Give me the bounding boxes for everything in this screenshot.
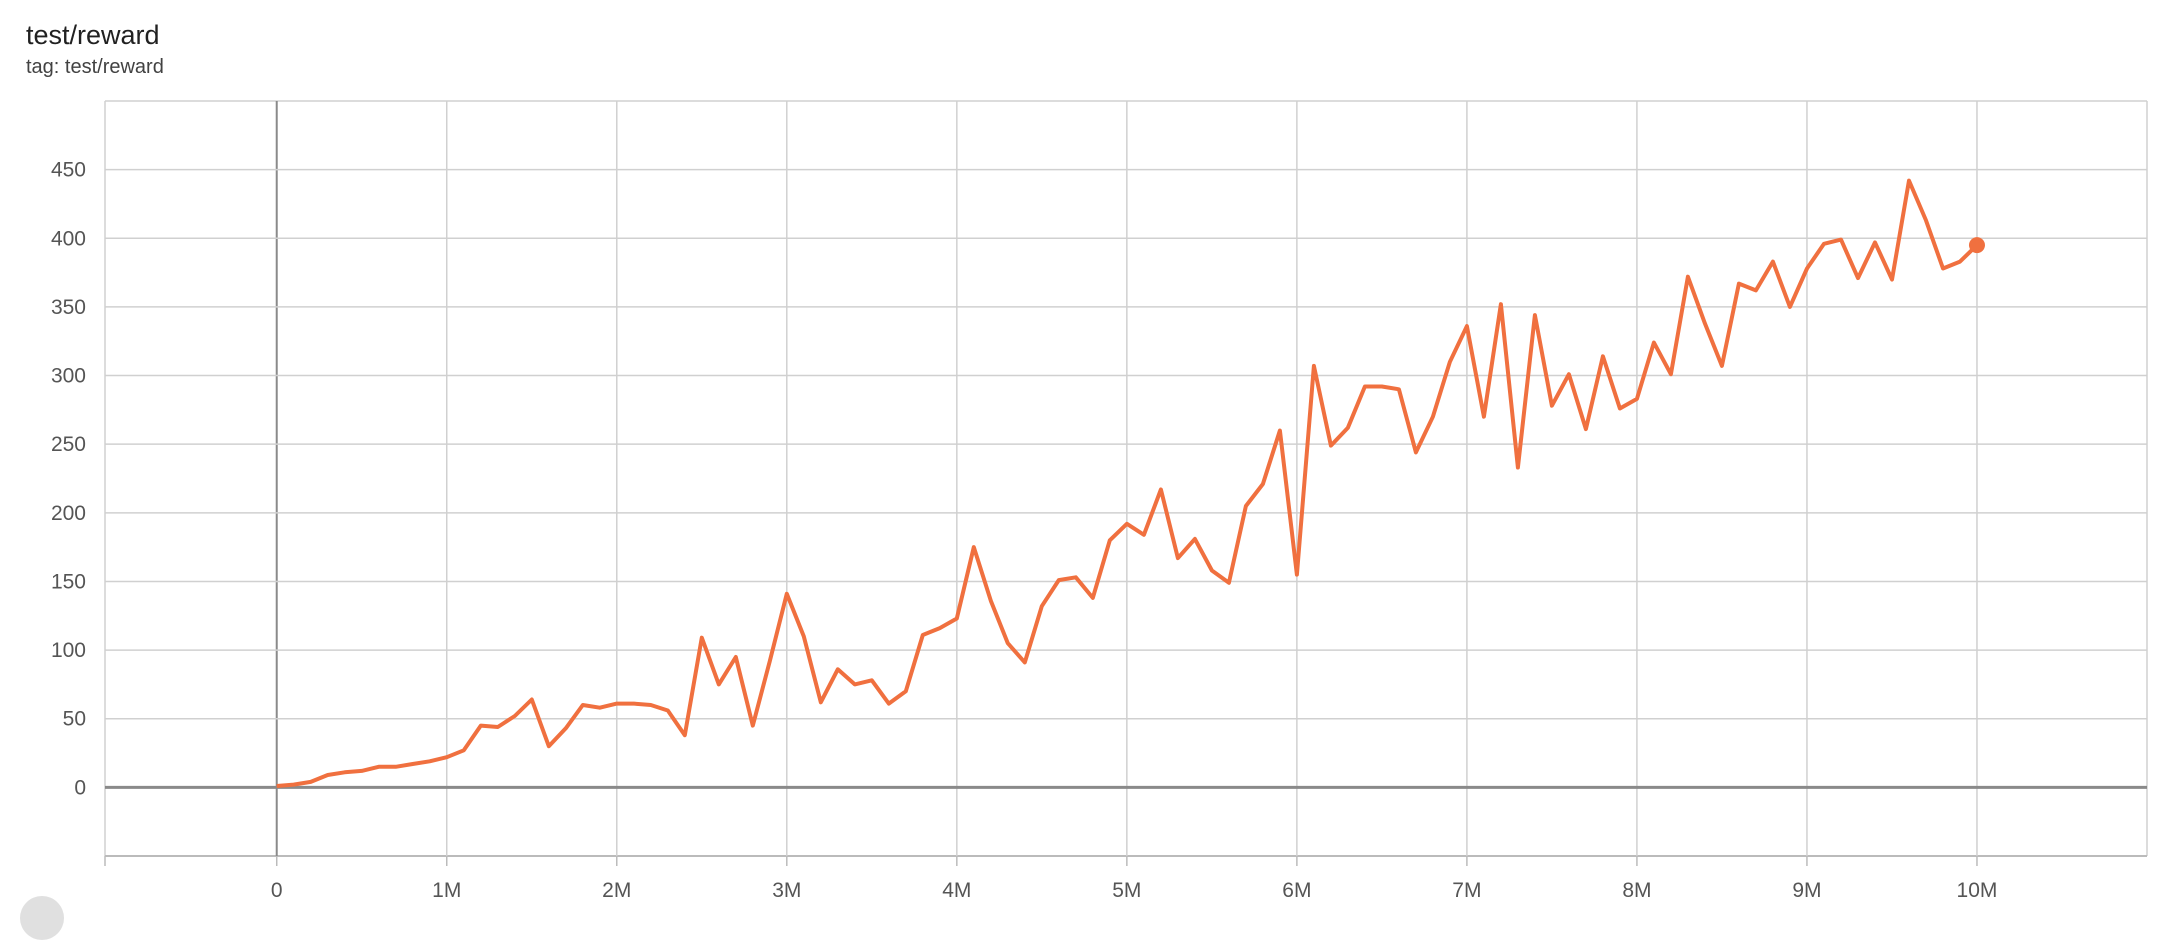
chart-tag: tag: test/reward	[26, 56, 164, 78]
x-tick-label: 1M	[432, 879, 461, 902]
line-chart[interactable]: 0 1M 2M 3M 4M 5M 6M 7M 8M 9M 10M 0 50 100 150 200 250 300…	[0, 0, 2168, 908]
grid-layer	[104, 100, 2148, 857]
x-tick-label: 3M	[772, 879, 801, 902]
ticks-layer: 0 1M 2M 3M 4M 5M 6M 7M 8M 9M 10M 0 50 100 150 200 250 300…	[51, 159, 1997, 902]
reward-series-line	[276, 178, 1979, 788]
y-tick-label: 150	[51, 570, 86, 593]
y-tick-label: 400	[51, 227, 86, 250]
x-tick-label: 5M	[1112, 879, 1141, 902]
x-tick-label: 7M	[1452, 879, 1481, 902]
y-tick-label: 50	[63, 708, 86, 731]
y-tick-label: 250	[51, 433, 86, 456]
x-tick-label: 0	[271, 879, 283, 902]
last-point-marker	[1968, 237, 1985, 254]
fit-domain-button[interactable]	[20, 896, 64, 940]
y-tick-label: 100	[51, 639, 86, 662]
x-tick-label: 8M	[1622, 879, 1651, 902]
x-tick-label: 4M	[942, 879, 971, 902]
x-tick-label: 2M	[602, 879, 631, 902]
series-layer	[276, 178, 1985, 788]
x-tick-label: 9M	[1792, 879, 1821, 902]
y-tick-label: 300	[51, 365, 86, 388]
x-tick-label: 6M	[1282, 879, 1311, 902]
x-tick-label: 10M	[1957, 879, 1998, 902]
y-tick-label: 350	[51, 296, 86, 319]
y-tick-label: 0	[74, 776, 86, 799]
y-tick-label: 450	[51, 159, 86, 182]
chart-title: test/reward	[26, 20, 160, 50]
y-tick-label: 200	[51, 502, 86, 525]
